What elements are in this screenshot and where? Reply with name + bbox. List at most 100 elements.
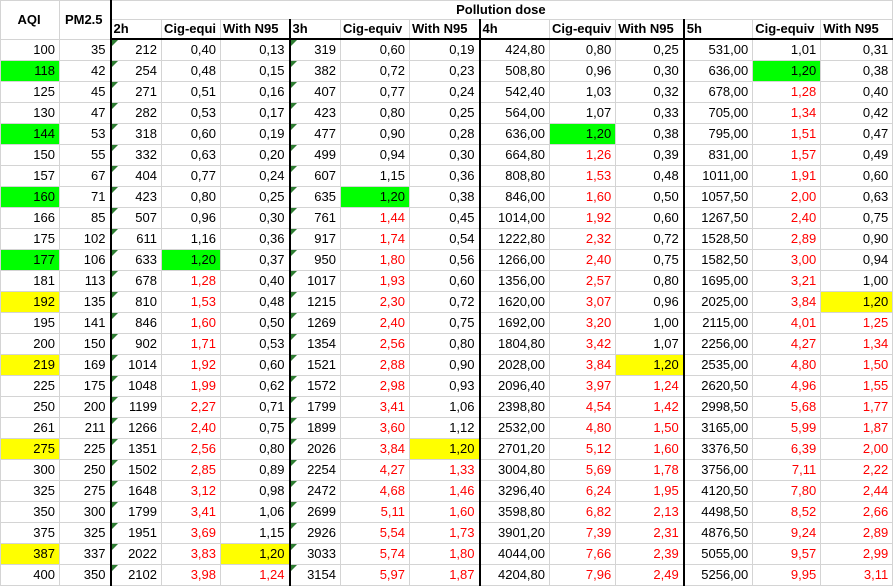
- cell-r19-c6[interactable]: 3,84: [340, 438, 410, 460]
- cell-r8-c8[interactable]: 1014,00: [478, 207, 550, 229]
- cell-r12-c10[interactable]: 0,96: [615, 291, 685, 313]
- cell-r18-c2[interactable]: 1266: [109, 417, 162, 439]
- cell-r7-c2[interactable]: 423: [109, 186, 162, 208]
- cell-r6-c1[interactable]: 67: [59, 165, 111, 187]
- cell-r13-c11[interactable]: 2115,00: [682, 312, 754, 334]
- cell-r16-c3[interactable]: 1,99: [161, 375, 221, 397]
- cell-r15-c2[interactable]: 1014: [109, 354, 162, 376]
- cell-r23-c1[interactable]: 325: [59, 522, 111, 544]
- cell-r15-c3[interactable]: 1,92: [161, 354, 221, 376]
- cell-r21-c11[interactable]: 4120,50: [682, 480, 754, 502]
- cell-r12-c3[interactable]: 1,53: [161, 291, 221, 313]
- cell-r3-c0[interactable]: 130: [0, 102, 60, 124]
- cell-r4-c11[interactable]: 795,00: [682, 123, 754, 145]
- cell-r2-c1[interactable]: 45: [59, 81, 111, 103]
- cell-r4-c6[interactable]: 0,90: [340, 123, 410, 145]
- cell-r6-c9[interactable]: 1,53: [548, 165, 617, 187]
- cell-r20-c3[interactable]: 2,85: [161, 459, 221, 481]
- cell-r6-c0[interactable]: 157: [0, 165, 60, 187]
- cell-r2-c5[interactable]: 407: [288, 81, 341, 103]
- cell-r24-c7[interactable]: 1,80: [409, 543, 480, 565]
- cell-r21-c10[interactable]: 1,95: [615, 480, 685, 502]
- cell-r12-c9[interactable]: 3,07: [548, 291, 617, 313]
- cell-r4-c13[interactable]: 0,47: [820, 123, 894, 145]
- cell-r10-c4[interactable]: 0,37: [220, 249, 290, 271]
- cell-r9-c6[interactable]: 1,74: [340, 228, 410, 250]
- cell-r23-c11[interactable]: 4876,50: [682, 522, 754, 544]
- cell-r22-c11[interactable]: 4498,50: [682, 501, 754, 523]
- cell-r25-c3[interactable]: 3,98: [161, 564, 221, 586]
- cell-r15-c0[interactable]: 219: [0, 354, 60, 376]
- cell-r17-c7[interactable]: 1,06: [409, 396, 480, 418]
- cell-r17-c4[interactable]: 0,71: [220, 396, 290, 418]
- cell-r1-c0[interactable]: 118: [0, 60, 60, 82]
- cell-r24-c1[interactable]: 337: [59, 543, 111, 565]
- cell-r5-c1[interactable]: 55: [59, 144, 111, 166]
- cell-r13-c4[interactable]: 0,50: [220, 312, 290, 334]
- cell-r20-c5[interactable]: 2254: [288, 459, 341, 481]
- cell-r19-c12[interactable]: 6,39: [752, 438, 822, 460]
- cell-r8-c13[interactable]: 0,75: [820, 207, 894, 229]
- cell-r24-c0[interactable]: 387: [0, 543, 60, 565]
- cell-r16-c4[interactable]: 0,62: [220, 375, 290, 397]
- cell-r22-c7[interactable]: 1,60: [409, 501, 480, 523]
- subheader-col-6[interactable]: 4h: [478, 19, 550, 40]
- cell-r25-c8[interactable]: 4204,80: [478, 564, 550, 586]
- cell-r4-c7[interactable]: 0,28: [409, 123, 480, 145]
- cell-r0-c3[interactable]: 0,40: [161, 38, 221, 61]
- cell-r11-c11[interactable]: 1695,00: [682, 270, 754, 292]
- cell-r25-c4[interactable]: 1,24: [220, 564, 290, 586]
- cell-r21-c1[interactable]: 275: [59, 480, 111, 502]
- cell-r1-c4[interactable]: 0,15: [220, 60, 290, 82]
- cell-r9-c1[interactable]: 102: [59, 228, 111, 250]
- cell-r17-c2[interactable]: 1199: [109, 396, 162, 418]
- cell-r5-c7[interactable]: 0,30: [409, 144, 480, 166]
- cell-r4-c1[interactable]: 53: [59, 123, 111, 145]
- cell-r17-c9[interactable]: 4,54: [548, 396, 617, 418]
- subheader-col-9[interactable]: 5h: [682, 19, 754, 40]
- cell-r3-c6[interactable]: 0,80: [340, 102, 410, 124]
- cell-r18-c6[interactable]: 3,60: [340, 417, 410, 439]
- cell-r11-c13[interactable]: 1,00: [820, 270, 894, 292]
- cell-r14-c0[interactable]: 200: [0, 333, 60, 355]
- cell-r11-c1[interactable]: 113: [59, 270, 111, 292]
- cell-r22-c10[interactable]: 2,13: [615, 501, 685, 523]
- cell-r5-c5[interactable]: 499: [288, 144, 341, 166]
- cell-r24-c12[interactable]: 9,57: [752, 543, 822, 565]
- cell-r5-c10[interactable]: 0,39: [615, 144, 685, 166]
- cell-r14-c6[interactable]: 2,56: [340, 333, 410, 355]
- cell-r9-c13[interactable]: 0,90: [820, 228, 894, 250]
- cell-r15-c4[interactable]: 0,60: [220, 354, 290, 376]
- cell-r18-c10[interactable]: 1,50: [615, 417, 685, 439]
- cell-r10-c11[interactable]: 1582,50: [682, 249, 754, 271]
- cell-r21-c6[interactable]: 4,68: [340, 480, 410, 502]
- cell-r14-c4[interactable]: 0,53: [220, 333, 290, 355]
- cell-r9-c0[interactable]: 175: [0, 228, 60, 250]
- cell-r13-c8[interactable]: 1692,00: [478, 312, 550, 334]
- cell-r6-c11[interactable]: 1011,00: [682, 165, 754, 187]
- cell-r23-c9[interactable]: 7,39: [548, 522, 617, 544]
- cell-r12-c1[interactable]: 135: [59, 291, 111, 313]
- cell-r24-c3[interactable]: 3,83: [161, 543, 221, 565]
- cell-r13-c1[interactable]: 141: [59, 312, 111, 334]
- cell-r15-c11[interactable]: 2535,00: [682, 354, 754, 376]
- cell-r21-c8[interactable]: 3296,40: [478, 480, 550, 502]
- cell-r18-c8[interactable]: 2532,00: [478, 417, 550, 439]
- cell-r14-c3[interactable]: 1,71: [161, 333, 221, 355]
- cell-r20-c6[interactable]: 4,27: [340, 459, 410, 481]
- cell-r21-c13[interactable]: 2,44: [820, 480, 894, 502]
- cell-r2-c9[interactable]: 1,03: [548, 81, 617, 103]
- cell-r9-c8[interactable]: 1222,80: [478, 228, 550, 250]
- cell-r4-c10[interactable]: 0,38: [615, 123, 685, 145]
- cell-r23-c13[interactable]: 2,89: [820, 522, 894, 544]
- cell-r7-c0[interactable]: 160: [0, 186, 60, 208]
- cell-r11-c7[interactable]: 0,60: [409, 270, 480, 292]
- cell-r2-c7[interactable]: 0,24: [409, 81, 480, 103]
- cell-r5-c8[interactable]: 664,80: [478, 144, 550, 166]
- cell-r18-c1[interactable]: 211: [59, 417, 111, 439]
- cell-r10-c2[interactable]: 633: [109, 249, 162, 271]
- cell-r14-c8[interactable]: 1804,80: [478, 333, 550, 355]
- subheader-col-1[interactable]: Cig-equi: [161, 19, 221, 40]
- cell-r19-c10[interactable]: 1,60: [615, 438, 685, 460]
- cell-r24-c5[interactable]: 3033: [288, 543, 341, 565]
